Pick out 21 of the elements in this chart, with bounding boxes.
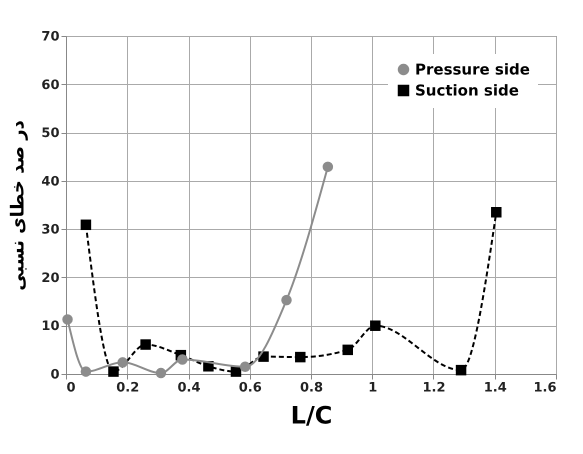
y-tick-label: 70 [41, 30, 60, 44]
x-tick-label: 0.6 [238, 380, 262, 396]
x-tick-label: 1.6 [533, 380, 556, 396]
x-tick-label: 0.4 [177, 380, 201, 396]
y-tick-label: 40 [41, 174, 60, 190]
x-tick-label: 1 [368, 380, 378, 396]
x-tick-label: 0.2 [116, 380, 140, 396]
x-tick-label: 0.8 [300, 380, 324, 396]
y-tick-label: 30 [41, 222, 60, 238]
x-tick-label: 1.4 [484, 380, 507, 396]
y-tick-label: 50 [41, 126, 60, 142]
legend-label: Pressure side [415, 60, 530, 78]
legend-label: Suction side [415, 82, 519, 100]
x-tick-label: 1.2 [422, 380, 446, 396]
x-tick-label: 0 [66, 380, 76, 396]
y-tick-label: 60 [41, 78, 60, 93]
y-tick-label: 10 [41, 319, 60, 334]
x-axis-title: L/C [290, 402, 332, 430]
y-tick-label: 0 [50, 368, 60, 382]
y-tick-label: 20 [41, 270, 60, 286]
y-axis-title: در صد خطای نسبی [7, 120, 28, 291]
